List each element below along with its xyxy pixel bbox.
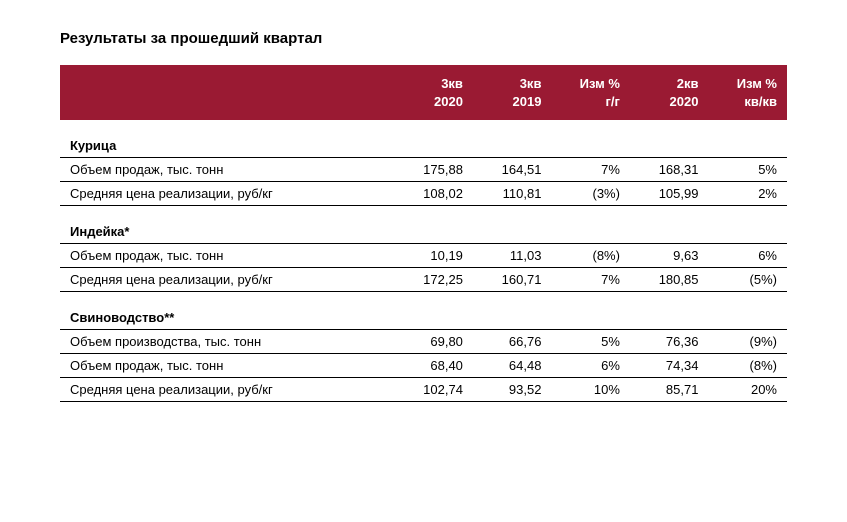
row-value: (9%) — [708, 330, 787, 354]
col-header-line2: 2020 — [670, 94, 699, 109]
row-value: 180,85 — [630, 268, 709, 292]
row-value: 69,80 — [394, 330, 473, 354]
row-value: (3%) — [551, 182, 630, 206]
col-header-yoy: Изм % г/г — [551, 65, 630, 120]
table-row: Объем продаж, тыс. тонн68,4064,486%74,34… — [60, 354, 787, 378]
row-value: 93,52 — [473, 378, 552, 402]
row-value: 6% — [708, 244, 787, 268]
row-value: 102,74 — [394, 378, 473, 402]
table-row: Объем продаж, тыс. тонн10,1911,03(8%)9,6… — [60, 244, 787, 268]
row-label: Объем продаж, тыс. тонн — [60, 354, 394, 378]
row-value: 76,36 — [630, 330, 709, 354]
col-header-2q2020: 2кв 2020 — [630, 65, 709, 120]
row-value: 175,88 — [394, 158, 473, 182]
table-body: КурицаОбъем продаж, тыс. тонн175,88164,5… — [60, 120, 787, 402]
row-value: 11,03 — [473, 244, 552, 268]
row-value: 160,71 — [473, 268, 552, 292]
row-value: 172,25 — [394, 268, 473, 292]
row-value: 20% — [708, 378, 787, 402]
col-header-line2: кв/кв — [744, 94, 777, 109]
page-title: Результаты за прошедший квартал — [60, 30, 787, 47]
row-value: 10% — [551, 378, 630, 402]
row-value: 66,76 — [473, 330, 552, 354]
table-header-row: 3кв 2020 3кв 2019 Изм % г/г 2кв 2020 Изм… — [60, 65, 787, 120]
table-row: Средняя цена реализации, руб/кг108,02110… — [60, 182, 787, 206]
col-header-3q2020: 3кв 2020 — [394, 65, 473, 120]
table-row: Средняя цена реализации, руб/кг102,7493,… — [60, 378, 787, 402]
spacer-row — [60, 120, 787, 132]
row-value: 10,19 — [394, 244, 473, 268]
col-header-qoq: Изм % кв/кв — [708, 65, 787, 120]
col-header-line1: 2кв — [677, 76, 699, 91]
row-label: Объем продаж, тыс. тонн — [60, 244, 394, 268]
row-value: (5%) — [708, 268, 787, 292]
spacer-cell — [60, 292, 787, 305]
spacer-row — [60, 206, 787, 219]
row-value: 64,48 — [473, 354, 552, 378]
col-header-line1: Изм % — [737, 76, 777, 91]
row-value: 5% — [708, 158, 787, 182]
table-row: Средняя цена реализации, руб/кг172,25160… — [60, 268, 787, 292]
col-header-line1: 3кв — [520, 76, 542, 91]
row-value: 74,34 — [630, 354, 709, 378]
spacer-row — [60, 292, 787, 305]
row-value: 9,63 — [630, 244, 709, 268]
row-value: 5% — [551, 330, 630, 354]
row-value: 68,40 — [394, 354, 473, 378]
col-header-line2: 2020 — [434, 94, 463, 109]
row-label: Объем продаж, тыс. тонн — [60, 158, 394, 182]
row-value: 2% — [708, 182, 787, 206]
col-header-line1: Изм % — [580, 76, 620, 91]
section-title: Курица — [60, 132, 787, 158]
table-row: Объем производства, тыс. тонн69,8066,765… — [60, 330, 787, 354]
row-value: (8%) — [708, 354, 787, 378]
section-title-row: Свиноводство** — [60, 304, 787, 330]
row-value: 110,81 — [473, 182, 552, 206]
col-header-label — [60, 65, 394, 120]
row-label: Объем производства, тыс. тонн — [60, 330, 394, 354]
section-title-row: Курица — [60, 132, 787, 158]
row-value: 108,02 — [394, 182, 473, 206]
col-header-line1: 3кв — [441, 76, 463, 91]
row-value: 164,51 — [473, 158, 552, 182]
row-value: 168,31 — [630, 158, 709, 182]
results-table: 3кв 2020 3кв 2019 Изм % г/г 2кв 2020 Изм… — [60, 65, 787, 402]
spacer-cell — [60, 206, 787, 219]
section-title: Свиноводство** — [60, 304, 787, 330]
row-label: Средняя цена реализации, руб/кг — [60, 182, 394, 206]
spacer-cell — [60, 120, 787, 132]
section-title-row: Индейка* — [60, 218, 787, 244]
col-header-line2: 2019 — [513, 94, 542, 109]
row-value: (8%) — [551, 244, 630, 268]
col-header-3q2019: 3кв 2019 — [473, 65, 552, 120]
row-value: 7% — [551, 268, 630, 292]
section-title: Индейка* — [60, 218, 787, 244]
row-value: 7% — [551, 158, 630, 182]
col-header-line2: г/г — [606, 94, 620, 109]
row-value: 6% — [551, 354, 630, 378]
row-label: Средняя цена реализации, руб/кг — [60, 378, 394, 402]
row-value: 105,99 — [630, 182, 709, 206]
row-value: 85,71 — [630, 378, 709, 402]
table-row: Объем продаж, тыс. тонн175,88164,517%168… — [60, 158, 787, 182]
row-label: Средняя цена реализации, руб/кг — [60, 268, 394, 292]
